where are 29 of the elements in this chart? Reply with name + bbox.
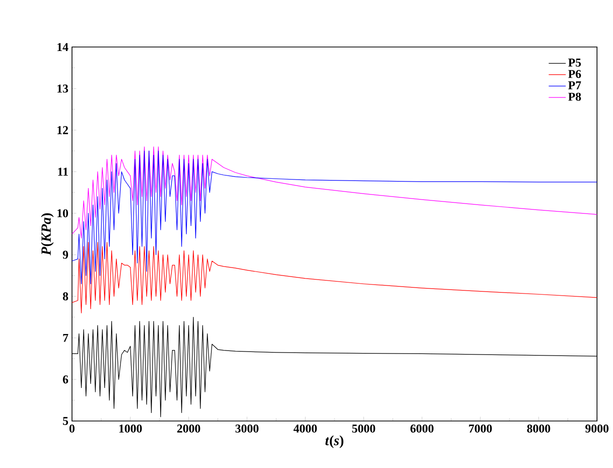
- legend-label: P7: [568, 81, 582, 90]
- x-tick-label: 8000: [527, 424, 550, 433]
- line-series: [72, 242, 597, 314]
- x-tick-label: 5000: [352, 424, 376, 433]
- y-tick-label: 6: [62, 375, 68, 384]
- y-tick-label: 7: [63, 334, 68, 342]
- y-tick-label: 12: [57, 126, 68, 134]
- x-tick-label: 2000: [177, 424, 200, 433]
- legend-label: P6: [568, 70, 581, 78]
- line-series: [72, 150, 597, 284]
- y-tick-label: 13: [57, 84, 68, 93]
- y-tick-label: 11: [58, 168, 68, 176]
- x-tick-label: 9000: [585, 424, 608, 433]
- y-tick-label: 10: [57, 209, 68, 218]
- legend-label: P8: [568, 92, 581, 101]
- y-tick-label: 9: [62, 250, 68, 259]
- legend-label: P5: [568, 58, 581, 67]
- x-tick-label: 1000: [119, 424, 142, 433]
- x-tick-label: 6000: [410, 424, 434, 433]
- y-tick-label: 8: [62, 292, 68, 300]
- y-tick-label: 5: [62, 417, 68, 425]
- line-series: [72, 146, 597, 238]
- x-tick-label: 3000: [235, 424, 258, 433]
- x-tick-label: 0: [69, 424, 75, 433]
- x-tick-label: 7000: [469, 424, 492, 433]
- y-tick-label: 14: [57, 43, 68, 51]
- y-axis-title: P(KPa): [41, 213, 54, 256]
- x-tick-label: 4000: [294, 424, 317, 433]
- x-axis-title: t(s): [325, 435, 344, 448]
